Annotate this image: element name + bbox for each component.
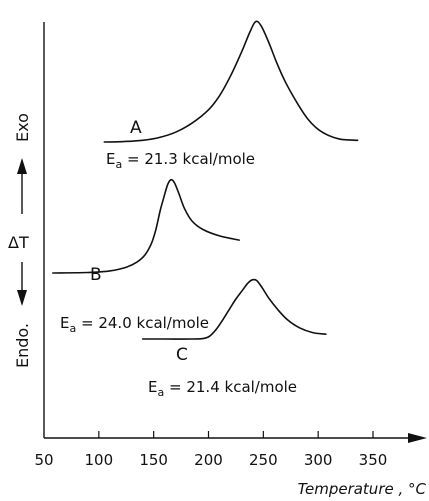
x-axis-arrow xyxy=(408,433,427,443)
annotation-b-rest: = 24.0 kcal/mole xyxy=(76,314,209,332)
x-tick-label: 50 xyxy=(34,451,53,469)
y-label-delta-t: ΔT xyxy=(8,233,29,252)
x-tick-label: 100 xyxy=(85,451,114,469)
annotation-a-rest: = 21.3 kcal/mole xyxy=(122,150,255,168)
annotation-b: Ea = 24.0 kcal/mole xyxy=(60,314,209,335)
x-tick-label: 300 xyxy=(304,451,333,469)
annotation-c-sub: a xyxy=(157,386,164,399)
annotation-a: Ea = 21.3 kcal/mole xyxy=(106,150,255,171)
x-tick-label: 250 xyxy=(249,451,278,469)
series-label-a: A xyxy=(130,118,142,138)
curves xyxy=(52,20,359,340)
annotation-c-main: E xyxy=(148,378,157,396)
dta-curve-c xyxy=(141,278,327,340)
x-tick-label: 200 xyxy=(194,451,223,469)
annotation-c: Ea = 21.4 kcal/mole xyxy=(148,378,297,399)
y-label-endo: Endo. xyxy=(13,323,32,368)
dta-curve-a xyxy=(103,20,359,143)
y-label-exo: Exo xyxy=(13,113,32,142)
x-axis-title: Temperature , °C xyxy=(298,480,427,498)
annotation-b-main: E xyxy=(60,314,69,332)
x-ticks: 50 100 150 200 250 300 350 xyxy=(34,431,387,469)
dta-curve-b xyxy=(52,178,240,274)
annotation-a-sub: a xyxy=(115,158,122,171)
x-tick-label: 150 xyxy=(139,451,168,469)
annotation-b-sub: a xyxy=(69,322,76,335)
annotation-c-rest: = 21.4 kcal/mole xyxy=(164,378,297,396)
series-label-c: C xyxy=(176,345,188,365)
y-arrow-up-icon xyxy=(17,158,27,174)
y-arrow-down-icon xyxy=(17,290,27,306)
x-tick-label: 350 xyxy=(359,451,388,469)
annotation-a-main: E xyxy=(106,150,115,168)
series-label-b: B xyxy=(90,265,102,285)
